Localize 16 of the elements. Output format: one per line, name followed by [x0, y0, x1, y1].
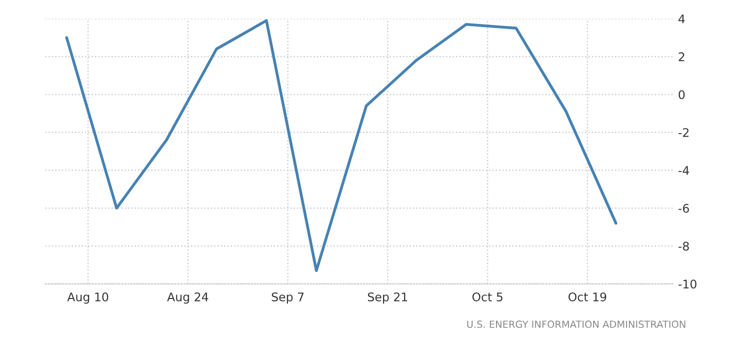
y-tick-label: -8 — [678, 242, 689, 251]
x-tick-label: Sep 7 — [272, 292, 304, 304]
y-tick-label: -10 — [678, 280, 696, 289]
line-series — [65, 19, 618, 272]
x-tick-label: Oct 19 — [568, 292, 606, 302]
x-tick-label: Aug 10 — [67, 292, 108, 304]
y-tick-label: -6 — [678, 204, 689, 213]
y-tick-label: 0 — [678, 90, 685, 100]
y-tick-label: 4 — [678, 14, 685, 24]
x-tick-label: Oct 5 — [472, 292, 502, 302]
y-tick-label: -4 — [678, 166, 690, 175]
y-tick-label: 2 — [678, 52, 684, 62]
x-tick-label: Aug 24 — [167, 292, 208, 304]
text: U.S. ENERGY INFORMATION ADMINISTRATION — [467, 320, 686, 328]
x-tick-label: Sep 21 — [368, 292, 408, 304]
y-tick-label: -2 — [678, 128, 689, 137]
